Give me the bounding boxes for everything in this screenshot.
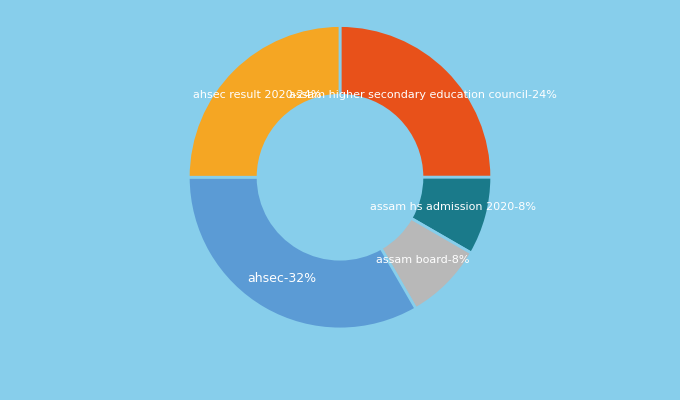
Text: assam hs admission 2020-8%: assam hs admission 2020-8% xyxy=(370,202,536,212)
Wedge shape xyxy=(188,177,416,329)
Wedge shape xyxy=(381,218,471,309)
Wedge shape xyxy=(188,26,340,177)
Wedge shape xyxy=(411,177,492,253)
Wedge shape xyxy=(340,26,492,177)
Text: assam board-8%: assam board-8% xyxy=(376,255,469,265)
Text: ahsec result 2020-24%: ahsec result 2020-24% xyxy=(193,90,322,100)
Text: assam higher secondary education council-24%: assam higher secondary education council… xyxy=(289,90,556,100)
Text: ahsec-32%: ahsec-32% xyxy=(247,272,316,285)
